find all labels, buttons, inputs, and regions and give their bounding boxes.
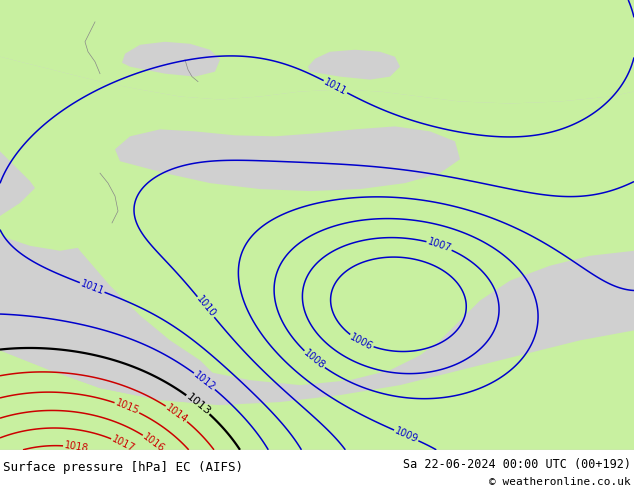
- Polygon shape: [0, 151, 220, 405]
- Text: © weatheronline.co.uk: © weatheronline.co.uk: [489, 477, 631, 487]
- Text: 1006: 1006: [348, 331, 375, 352]
- Text: 1012: 1012: [191, 369, 217, 392]
- Text: 1017: 1017: [110, 434, 136, 454]
- Text: 1008: 1008: [302, 348, 327, 371]
- Text: 1016: 1016: [141, 431, 167, 454]
- Text: 1011: 1011: [79, 278, 105, 296]
- Text: 1009: 1009: [393, 426, 420, 445]
- Polygon shape: [0, 330, 634, 450]
- Text: 1015: 1015: [113, 398, 140, 416]
- Polygon shape: [122, 42, 220, 76]
- Text: 1018: 1018: [63, 441, 89, 454]
- Text: 1007: 1007: [426, 237, 453, 254]
- Polygon shape: [308, 50, 400, 79]
- Polygon shape: [65, 42, 100, 72]
- Text: Sa 22-06-2024 00:00 UTC (00+192): Sa 22-06-2024 00:00 UTC (00+192): [403, 458, 631, 471]
- Polygon shape: [115, 126, 460, 191]
- Polygon shape: [52, 44, 68, 60]
- Text: 1011: 1011: [322, 76, 349, 97]
- Polygon shape: [0, 159, 145, 251]
- Text: Surface pressure [hPa] EC (AIFS): Surface pressure [hPa] EC (AIFS): [3, 461, 243, 474]
- Polygon shape: [0, 57, 634, 385]
- Text: 1010: 1010: [194, 294, 217, 319]
- Text: 1013: 1013: [184, 392, 212, 417]
- Polygon shape: [0, 0, 634, 103]
- Text: 1014: 1014: [164, 402, 190, 425]
